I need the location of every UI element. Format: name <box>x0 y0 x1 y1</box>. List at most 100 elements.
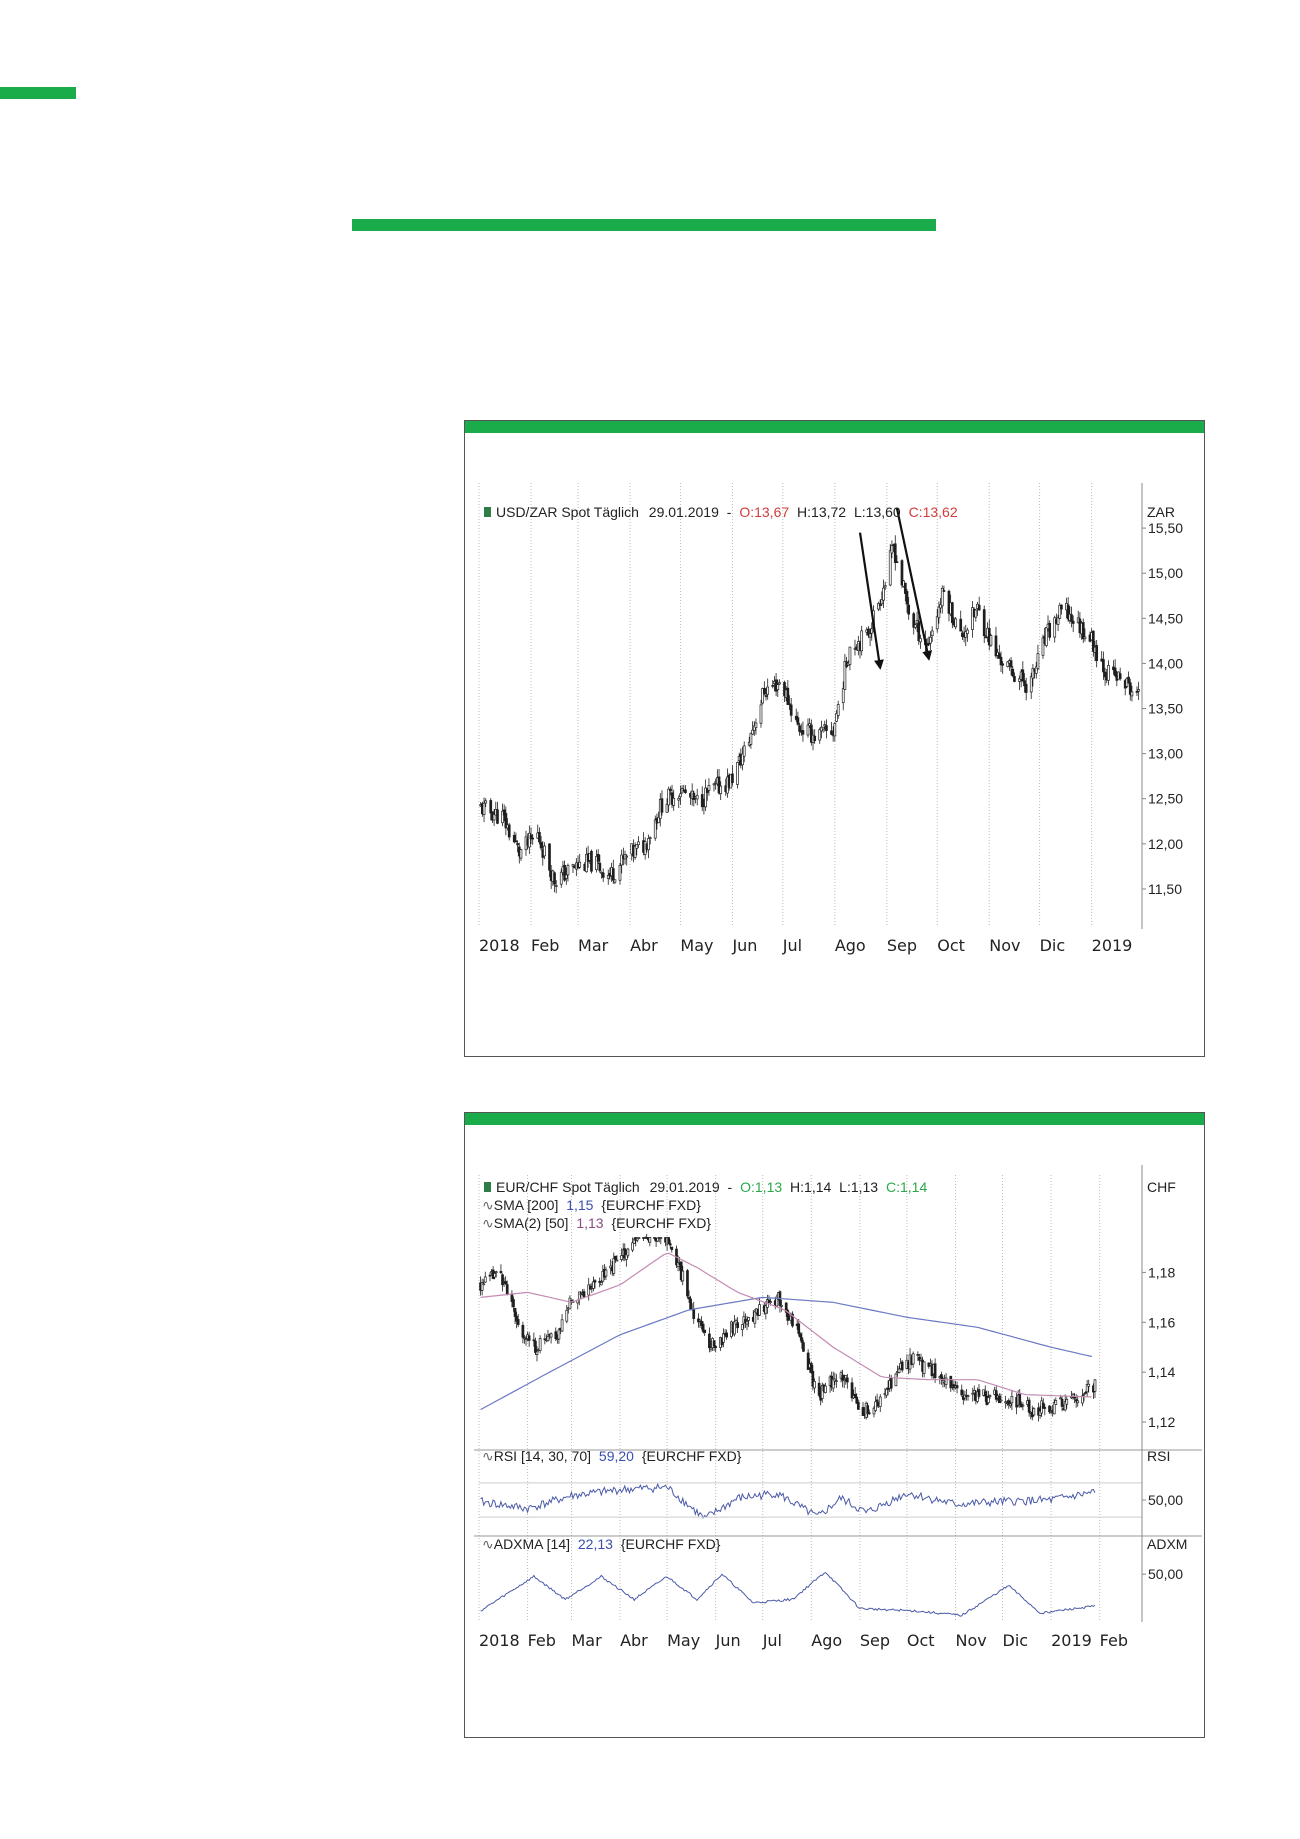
candle-body <box>861 1407 865 1416</box>
candle-body <box>1024 683 1028 693</box>
candle-body <box>764 695 768 697</box>
candle-body <box>988 1395 992 1397</box>
candle-body <box>648 1237 652 1243</box>
candle-body <box>1041 1402 1045 1409</box>
candle-body <box>977 1389 981 1397</box>
candle-body <box>919 638 922 643</box>
candle-body <box>635 844 639 849</box>
candle-body <box>653 819 657 839</box>
candle-body <box>959 618 963 632</box>
candle-body <box>596 853 600 862</box>
candle-body <box>791 1313 794 1327</box>
candle-body <box>1066 604 1070 620</box>
candle-body <box>867 628 870 636</box>
candle-body <box>797 1323 801 1334</box>
candle-body <box>1103 671 1107 678</box>
candle-body <box>565 1309 569 1322</box>
price-axis: 1,18 1,16 1,14 1,12 <box>474 1165 1202 1622</box>
rsi-suffix: {EURCHF FXD} <box>642 1448 742 1464</box>
candle-body <box>659 1237 663 1239</box>
candle-body <box>480 1282 484 1291</box>
candle-body <box>947 590 951 614</box>
candle-body <box>1004 1401 1007 1404</box>
candle-body <box>972 1390 976 1394</box>
candle-body <box>856 1401 860 1410</box>
wave-icon: ∿ <box>482 1536 494 1552</box>
sma50-value: 1,13 <box>576 1215 603 1231</box>
candle-body <box>900 560 904 586</box>
time-tick-label: 2018 <box>479 936 520 955</box>
candle-body <box>741 753 744 766</box>
candle-body <box>940 1374 943 1379</box>
candle-body <box>1085 1384 1089 1393</box>
candle-body <box>1130 691 1134 697</box>
candle-body <box>623 1248 627 1259</box>
indicator-subpanels: 50,00 50,00 <box>479 1482 1183 1617</box>
candle-body <box>1008 1403 1012 1407</box>
time-tick-label: Jun <box>715 1631 741 1650</box>
candle-body <box>977 604 981 611</box>
candle-body <box>796 717 800 725</box>
candle-body <box>987 1397 990 1403</box>
candle-body <box>893 543 897 563</box>
time-tick-label: 2018 <box>479 1631 520 1650</box>
candle-body <box>568 1297 572 1310</box>
candle-body <box>867 1412 871 1415</box>
candle-body <box>672 797 676 806</box>
candle-body <box>1107 665 1110 681</box>
candle-body <box>1065 1399 1069 1405</box>
price-tick-label: 1,12 <box>1148 1414 1175 1430</box>
candle-body <box>870 628 874 634</box>
candle-body <box>776 684 780 691</box>
candle-body <box>809 724 813 743</box>
time-tick-label: Ago <box>811 1631 842 1650</box>
candle-body <box>818 729 822 741</box>
candle-body <box>798 1333 802 1338</box>
candle-body <box>620 1255 623 1260</box>
candle-body <box>554 885 558 887</box>
candle-body <box>1127 676 1130 684</box>
candle-body <box>676 1262 680 1268</box>
candle-body <box>833 1378 837 1382</box>
candle-body <box>766 686 770 695</box>
candle-body <box>1007 1400 1011 1405</box>
price-tick-label: 1,16 <box>1148 1314 1175 1330</box>
candle-body <box>960 1389 964 1396</box>
usdzar-chart: 15,50 15,00 14,50 14,00 13,50 13,00 12,50 12,00… <box>478 483 1183 955</box>
candle-body <box>512 1299 515 1308</box>
candle-body <box>614 1255 617 1260</box>
candle-body <box>505 1284 509 1295</box>
legend-open: O:13,67 <box>739 504 789 520</box>
eurchf-chart-panel: 50,00 50,00 1,18 1,16 1,14 1,12 2018 Feb Mar Ab… <box>464 1112 1205 1738</box>
candle-body <box>667 1237 671 1244</box>
candle-body <box>786 1310 790 1321</box>
candle-body <box>836 704 840 716</box>
candle-body <box>850 1382 854 1399</box>
candle-body <box>1006 661 1010 667</box>
price-candles <box>479 535 1140 894</box>
legend-series-name: EUR/CHF Spot Täglich <box>496 1179 640 1195</box>
candle-body <box>907 604 911 615</box>
candle-body <box>489 800 493 814</box>
candle-body <box>1074 1399 1078 1402</box>
candle-body <box>554 1331 558 1339</box>
candle-body <box>601 872 605 878</box>
candle-body <box>752 725 756 731</box>
time-tick-label: 2019 <box>1092 936 1133 955</box>
candle-body <box>742 745 746 757</box>
candle-body <box>762 688 766 695</box>
time-tick-label: Sep <box>887 936 917 955</box>
candle-body <box>1059 1397 1062 1400</box>
candle-body <box>482 1283 486 1286</box>
candle-body <box>648 837 652 839</box>
candle-body <box>516 1319 520 1325</box>
candle-body <box>599 1282 603 1286</box>
candle-body <box>1054 1400 1058 1405</box>
svg-text:EUR/CHF Spot Täglich 2: EUR/CHF Spot Täglich 29.01.2019 - O:1,13… <box>496 1179 927 1195</box>
candle-body <box>905 591 909 605</box>
legend-close: C:13,62 <box>909 504 958 520</box>
candle-body <box>725 1332 728 1338</box>
candle-body <box>592 1281 595 1289</box>
candle-body <box>890 545 894 554</box>
price-tick-label: 15,50 <box>1148 520 1183 536</box>
